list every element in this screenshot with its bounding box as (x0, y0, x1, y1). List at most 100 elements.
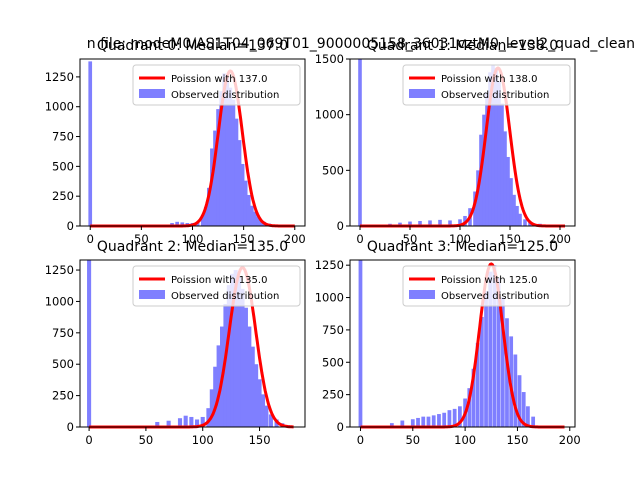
histogram-bar (421, 416, 426, 427)
histogram-bar (200, 215, 205, 226)
histogram-bar (408, 221, 412, 226)
histogram-bar (210, 148, 214, 226)
legend-label: Observed distribution (441, 291, 549, 302)
histogram-bar (250, 346, 255, 427)
x-tick-label: 150 (499, 232, 521, 246)
histogram-bar (175, 221, 179, 226)
histogram-bar (233, 270, 238, 427)
histogram-bar (225, 76, 230, 227)
histogram-bar (240, 163, 245, 226)
histogram-bar (358, 59, 362, 226)
histogram-bar (246, 194, 251, 226)
x-tick-label: 100 (192, 433, 214, 447)
histogram-bar (505, 318, 509, 427)
histogram-bar (398, 222, 402, 226)
legend-box (402, 265, 571, 307)
y-tick-label: 750 (52, 326, 74, 340)
histogram-bar (243, 307, 248, 427)
x-tick-label: 200 (549, 232, 571, 246)
legend: Poission with 125.0 Observed distribution (402, 265, 571, 307)
histogram-bar (213, 366, 218, 427)
x-tick-label: 100 (454, 433, 476, 447)
x-tick-label: 0 (356, 232, 363, 246)
subplot-2: Quadrant 2: Median=135.0 0 50 100 150 0 250 500… (45, 239, 306, 447)
histogram-bar (259, 220, 263, 226)
histogram-bar (491, 64, 495, 226)
histogram-bar (264, 405, 269, 427)
histogram-bar (458, 219, 462, 226)
histogram-bar (442, 412, 447, 427)
histogram-bar (479, 134, 483, 226)
histogram-bar (447, 410, 452, 427)
x-tick-label: 0 (357, 433, 364, 447)
subplot-grid: Quadrant 0: Median=137.0 0 50 100 150 200 0 250… (45, 38, 581, 447)
legend-label: Poission with 125.0 (441, 275, 537, 286)
histogram-bar (509, 178, 513, 226)
histogram-bar (523, 219, 527, 226)
histogram-bar (230, 273, 235, 427)
histogram-bar (484, 291, 488, 427)
y-tick-label: 500 (322, 163, 344, 177)
histogram-bar (517, 375, 522, 427)
histogram-bar (240, 288, 245, 427)
histogram-bar (389, 423, 394, 427)
histogram-bar (183, 415, 188, 427)
histogram-bar (216, 345, 221, 427)
histogram-bar (438, 219, 442, 226)
legend-box (132, 265, 301, 307)
x-tick-label: 0 (87, 232, 94, 246)
histogram-bar (488, 72, 492, 226)
histogram-bar (526, 406, 530, 427)
histogram-bar (228, 87, 233, 226)
histogram-bar (400, 420, 405, 427)
histogram-bar (458, 406, 462, 427)
histogram-bar (231, 99, 236, 226)
legend-label: Poission with 135.0 (171, 275, 267, 286)
axes-frame (349, 259, 576, 428)
legend: Poission with 138.0 Observed distribution (402, 64, 571, 106)
legend-label: Poission with 137.0 (171, 74, 267, 85)
histogram-bar (237, 140, 242, 226)
histogram-bar (257, 379, 262, 427)
x-tick-label: 50 (134, 232, 149, 246)
histogram-bar (475, 342, 480, 427)
x-tick-label: 50 (139, 433, 154, 447)
legend: Poission with 135.0 Observed distribution (132, 265, 301, 307)
histogram-bar (500, 103, 504, 226)
histogram-bar (428, 220, 432, 226)
histogram-bar (500, 297, 505, 427)
x-tick-label: 100 (182, 232, 204, 246)
x-tick-label: 150 (233, 232, 255, 246)
y-tick-label: 500 (322, 355, 344, 369)
x-tick-label: 0 (85, 433, 92, 447)
y-tick-label: 500 (52, 159, 74, 173)
x-tick-label: 150 (249, 433, 271, 447)
y-tick-label: 1250 (45, 70, 74, 84)
histogram-bar (209, 389, 214, 427)
histogram-bar (243, 180, 248, 226)
histogram-bar (521, 392, 526, 427)
x-tick-label: 100 (449, 232, 471, 246)
histogram-bar (200, 416, 205, 427)
y-tick-label: 250 (52, 389, 74, 403)
x-tick-label: 150 (506, 433, 528, 447)
histogram-bar (485, 92, 489, 227)
histogram-bar (222, 73, 227, 226)
x-tick-label: 200 (559, 433, 581, 447)
histogram-bar (268, 414, 273, 427)
y-tick-label: 1250 (45, 263, 74, 277)
histogram-bar (512, 194, 516, 226)
histogram-bar (497, 81, 501, 227)
histogram-bar (492, 265, 497, 427)
x-tick-label: 50 (403, 232, 418, 246)
histogram-bar (467, 388, 472, 427)
histogram-bar (249, 205, 254, 226)
y-tick-label: 1500 (315, 52, 344, 66)
histogram-bar (496, 278, 501, 427)
histogram-bar (234, 118, 239, 226)
legend-bar-swatch (139, 290, 165, 299)
histogram-bar (471, 368, 476, 427)
subplot-title: Quadrant 3: Median=125.0 (367, 239, 558, 255)
histogram-bar (416, 417, 420, 427)
